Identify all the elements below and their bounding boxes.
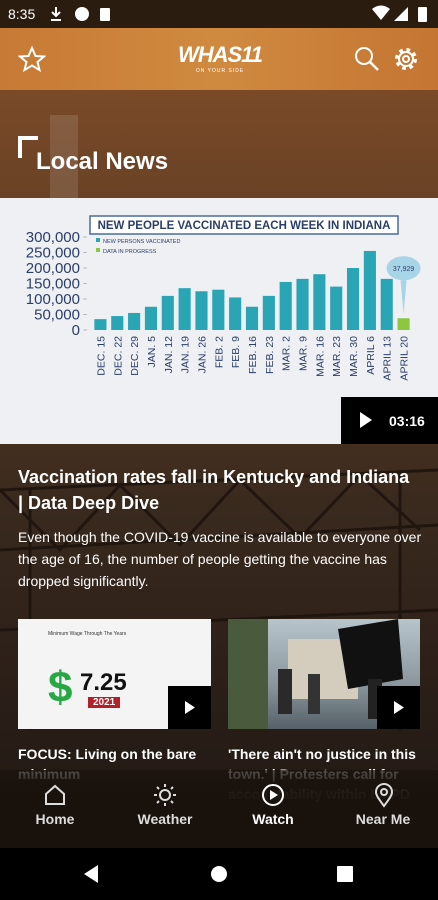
x-tick-label: MAR. 9 (298, 336, 310, 371)
y-tick-label: 0 (72, 322, 80, 339)
status-time: 8:35 (8, 6, 36, 22)
callout-bubble (386, 256, 421, 281)
y-tick-label: 200,000 (26, 260, 80, 277)
play-icon (185, 701, 195, 714)
x-tick-label: JAN. 12 (163, 336, 175, 374)
bar (262, 295, 275, 330)
x-tick-label: MAR. 2 (281, 336, 293, 371)
bar (161, 295, 174, 330)
bar (330, 286, 343, 330)
bar (229, 297, 242, 330)
system-icons (372, 5, 427, 22)
bar (178, 288, 191, 330)
recents-button[interactable] (337, 866, 353, 882)
x-tick-label: DEC. 15 (95, 336, 107, 376)
featured-summary: Even though the COVID-19 vaccine is avai… (18, 529, 422, 589)
featured-headline[interactable]: Vaccination rates fall in Kentucky and I… (18, 467, 410, 513)
thumb-value: 7.25 (80, 669, 127, 696)
x-tick-label: APRIL 6 (365, 336, 377, 375)
bar (144, 306, 158, 330)
y-tick-label: 300,000 (26, 229, 80, 246)
data-label: 37,929 (393, 266, 415, 273)
status-bar: 8:35 (0, 0, 438, 28)
logo-text: WHAS11 (177, 42, 263, 67)
callout-pointer (400, 280, 407, 315)
x-tick-label: JAN. 26 (196, 336, 208, 374)
nav-weather[interactable]: Weather (137, 811, 193, 827)
play-icon (394, 701, 404, 714)
x-tick-label: FEB. 2 (213, 336, 225, 368)
bar (94, 319, 107, 330)
legend-label: NEW PERSONS VACCINATED (103, 239, 180, 245)
bar (346, 268, 360, 330)
x-tick-label: FEB. 9 (230, 336, 242, 368)
y-tick-label: 250,000 (26, 245, 80, 262)
card-thumbnail[interactable] (228, 619, 420, 729)
play-badge[interactable] (377, 686, 420, 729)
decor-stripe (50, 115, 78, 200)
bar (279, 281, 292, 330)
y-tick-label: 50,000 (34, 307, 80, 324)
x-tick-label: JAN. 19 (180, 336, 192, 374)
bar (111, 316, 124, 330)
x-tick-label: MAR. 30 (348, 336, 360, 377)
thumb-symbol: $ (48, 663, 73, 712)
logo[interactable]: WHAS11 ON YOUR SIDE (166, 42, 274, 74)
nav-watch[interactable]: Watch (252, 811, 294, 827)
section-bracket (18, 136, 38, 158)
legend-swatch (96, 248, 100, 252)
x-tick-label: FEB. 23 (264, 336, 276, 374)
chart-title-box (89, 215, 399, 235)
duration: 03:16 (389, 413, 425, 429)
bar (195, 291, 208, 330)
bar (380, 278, 393, 330)
legend-label: DATA IN PROGRESS (103, 249, 157, 255)
chart-title: NEW PEOPLE VACCINATED EACH WEEK IN INDIA… (98, 220, 391, 232)
home-button[interactable] (211, 866, 227, 882)
x-tick-label: MAR. 23 (331, 336, 343, 377)
y-tick-label: 100,000 (26, 291, 80, 308)
bar (313, 274, 326, 330)
bar (397, 318, 410, 330)
settings-button[interactable] (393, 46, 419, 72)
x-tick-label: APRIL 20 (399, 336, 411, 381)
x-tick-label: DEC. 22 (112, 336, 124, 376)
duration-badge[interactable] (341, 397, 438, 444)
bar (128, 312, 141, 330)
favorite-button[interactable] (18, 46, 46, 72)
play-icon (360, 412, 372, 428)
y-tick-label: 150,000 (26, 276, 80, 293)
search-button[interactable] (354, 46, 380, 72)
system-nav-buttons (84, 865, 353, 883)
logo-tagline: ON YOUR SIDE (195, 68, 245, 74)
status-icons (51, 7, 110, 21)
x-tick-label: JAN. 5 (146, 336, 158, 368)
nav-icons (45, 783, 394, 808)
x-tick-label: FEB. 16 (247, 336, 259, 374)
thumb-title: Minimum Wage Through The Years (48, 631, 127, 637)
bar (245, 306, 259, 330)
thumb-year: 2021 (88, 697, 121, 708)
x-tick-label: APRIL 13 (382, 336, 394, 381)
x-tick-label: MAR. 16 (314, 336, 326, 377)
bar (363, 250, 376, 330)
nav-home[interactable]: Home (35, 811, 75, 827)
app-header: WHAS11 ON YOUR SIDE (0, 28, 438, 90)
back-button[interactable] (84, 865, 98, 883)
x-tick-label: DEC. 29 (129, 336, 141, 376)
card-thumbnail[interactable]: Minimum Wage Through The Years $ 7.25 20… (18, 619, 211, 729)
featured-video-thumbnail[interactable]: NEW PEOPLE VACCINATED EACH WEEK IN INDIA… (0, 198, 438, 444)
bar (296, 278, 309, 330)
section-title: Local News (36, 148, 169, 175)
nav-near-me[interactable]: Near Me (355, 811, 411, 827)
system-nav (0, 848, 438, 900)
play-badge[interactable] (168, 686, 211, 729)
bar (212, 289, 225, 330)
bottom-nav (0, 770, 438, 848)
legend-swatch (96, 238, 100, 242)
